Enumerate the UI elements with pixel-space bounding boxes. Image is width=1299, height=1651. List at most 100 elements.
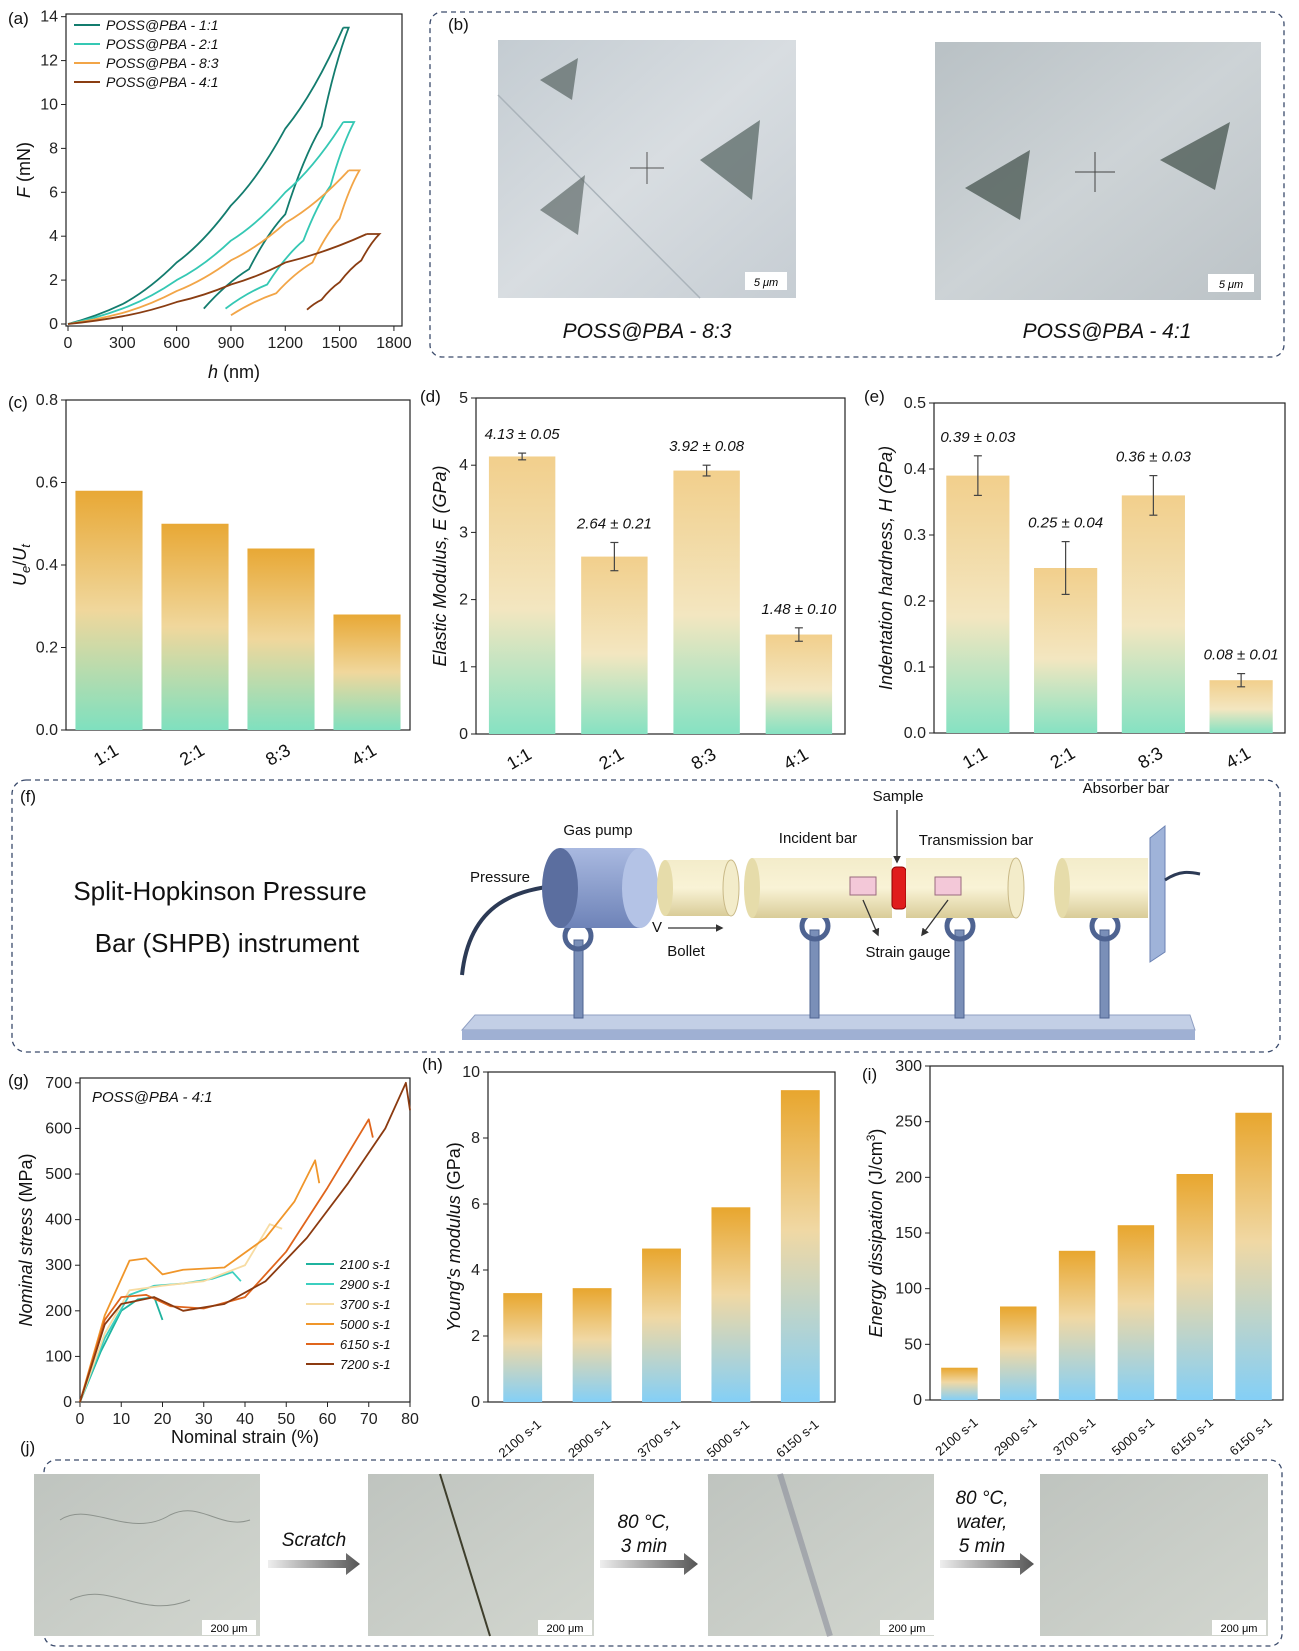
unloading-curve-1 <box>224 121 356 310</box>
category-label-2: 3700 s-1 <box>634 1417 682 1461</box>
bar-2 <box>247 548 315 730</box>
y-tick-label: 150 <box>895 1225 922 1242</box>
x-tick-label: 1500 <box>322 335 358 352</box>
y-tick-label: 2 <box>471 1328 480 1345</box>
y-tick-label: 0.8 <box>36 392 58 409</box>
shpb-title-line2: Bar (SHPB) instrument <box>95 928 360 958</box>
step3-line3: 5 min <box>959 1536 1005 1557</box>
bar-3 <box>711 1207 751 1402</box>
shpb-title-line1: Split-Hopkinson Pressure <box>73 876 366 906</box>
bar-4 <box>780 1090 820 1402</box>
y-tick-label: 4 <box>459 457 468 474</box>
bar-4 <box>1176 1173 1213 1400</box>
caption-8-3: POSS@PBA - 8:3 <box>563 320 732 343</box>
step-scratch: Scratch <box>282 1530 346 1551</box>
process-arrow-1 <box>268 1553 360 1575</box>
process-arrow-2 <box>600 1553 698 1575</box>
y-tick-label: 8 <box>471 1130 480 1147</box>
panel-h-label: (h) <box>422 1055 443 1074</box>
scale-bar-text: 200 μm <box>1221 1623 1258 1635</box>
panel-f-label: (f) <box>20 787 36 806</box>
bar-0 <box>503 1293 543 1402</box>
bar-3 <box>333 614 401 730</box>
panel-i-y-axis-label: Energy dissipation (J/cm3) <box>864 1129 886 1338</box>
category-label-2: 3700 s-1 <box>1050 1415 1098 1459</box>
gauge-pointer-2 <box>921 899 949 937</box>
bar-1 <box>1034 568 1098 733</box>
panel-g-stress-strain-chart: (g) 0 10 20 30 40 50 60 70 80 0 100 200 300 400 500 600… <box>8 1071 419 1447</box>
panel-i-label: (i) <box>862 1065 877 1084</box>
loading-curve-0 <box>67 27 345 325</box>
panel-h-youngs-modulus-chart: (h) 0 2 4 6 8 10 2100 s-1 2900 s-1 3700 s-1 5000 … <box>422 1055 836 1461</box>
panel-a-y-axis-label: F (mN) <box>14 142 34 198</box>
y-tick-label: 10 <box>462 1064 480 1081</box>
healing-image-scratch: 200 μm <box>368 1473 594 1637</box>
gauge-pointer-1 <box>862 899 880 937</box>
unloading-curve-3 <box>306 233 382 311</box>
healing-scratch <box>777 1473 833 1637</box>
category-label-1: 2:1 <box>176 740 208 770</box>
step2-line2: 3 min <box>621 1536 667 1557</box>
x-tick-label: 600 <box>163 335 190 352</box>
y-tick-label: 6 <box>471 1196 480 1213</box>
bar-0 <box>488 456 556 734</box>
y-tick-label: 0 <box>459 726 468 743</box>
y-tick-label: 10 <box>40 96 58 113</box>
y-tick-label: 14 <box>40 9 58 26</box>
bar-2 <box>1121 495 1185 733</box>
y-tick-label: 400 <box>45 1212 72 1229</box>
panel-h-y-axis-label: Young's modulus (GPa) <box>444 1142 464 1332</box>
unloading-curve-0 <box>203 26 350 310</box>
unloading-curve-2 <box>230 169 362 316</box>
bar-0 <box>941 1367 978 1400</box>
y-tick-label: 0.2 <box>36 640 58 657</box>
bar-1 <box>572 1288 612 1402</box>
panel-j-self-healing: (j) 200 μm 200 μm 200 μm 200 μm <box>20 1438 1283 1647</box>
legend-label: 2100 s-1 <box>339 1257 391 1272</box>
y-tick-label: 200 <box>45 1303 72 1320</box>
category-label-4: 6150 s-1 <box>1168 1415 1216 1459</box>
bar-5 <box>1235 1112 1272 1400</box>
stress-strain-curve-2 <box>79 1223 283 1403</box>
y-tick-label: 6 <box>49 184 58 201</box>
category-label-3: 4:1 <box>780 744 812 774</box>
scale-bar-text: 5 μm <box>754 277 778 289</box>
x-tick-label: 1200 <box>267 335 303 352</box>
indent-mark <box>540 58 578 100</box>
x-tick-label: 900 <box>218 335 245 352</box>
micrograph-4-1: 5 μm <box>935 42 1261 300</box>
support-stands <box>562 910 1121 1019</box>
data-label-2: 0.36 ± 0.03 <box>1116 449 1192 466</box>
stress-strain-curve-3 <box>79 1159 321 1403</box>
panel-d-y-axis-label: Elastic Modulus, E (GPa) <box>430 465 450 666</box>
indent-mark <box>540 175 585 235</box>
panel-d-elastic-modulus-chart: (d) 0 1 2 3 4 5 4.13 ± 0.05 1:1 2.64 ± 0.21 2:1 3.… <box>420 387 846 774</box>
panel-a-label: (a) <box>8 9 29 28</box>
y-tick-label: 0 <box>49 316 58 333</box>
scale-bar-box <box>1208 274 1254 292</box>
y-tick-label: 0.4 <box>904 461 926 478</box>
x-tick-label: 10 <box>112 1411 130 1428</box>
scratch-line <box>439 1473 491 1637</box>
y-tick-label: 600 <box>45 1120 72 1137</box>
legend-label: 6150 s-1 <box>340 1337 391 1352</box>
stress-strain-curve-0 <box>79 1296 164 1403</box>
x-tick-label: 0 <box>64 335 73 352</box>
bar-3 <box>1117 1225 1155 1400</box>
x-tick-label: 50 <box>277 1411 295 1428</box>
legend-label: 5000 s-1 <box>340 1317 391 1332</box>
legend-label: 7200 s-1 <box>340 1357 391 1372</box>
y-tick-label: 700 <box>45 1075 72 1092</box>
category-label-0: 1:1 <box>503 744 535 774</box>
y-tick-label: 0.1 <box>904 659 926 676</box>
panel-a-load-depth-chart: (a) 0 300 600 900 1200 1500 1800 0 2 4 6 8 10 12 14 PO… <box>8 9 412 382</box>
step3-line1: 80 °C, <box>955 1488 1008 1509</box>
x-tick-label: 70 <box>360 1411 378 1428</box>
x-tick-label: 40 <box>236 1411 254 1428</box>
data-label-3: 0.08 ± 0.01 <box>1204 647 1279 664</box>
legend-label: POSS@PBA - 1:1 <box>106 17 219 33</box>
category-label-1: 2:1 <box>1047 743 1079 773</box>
bar-2 <box>642 1248 681 1402</box>
y-tick-label: 3 <box>459 524 468 541</box>
